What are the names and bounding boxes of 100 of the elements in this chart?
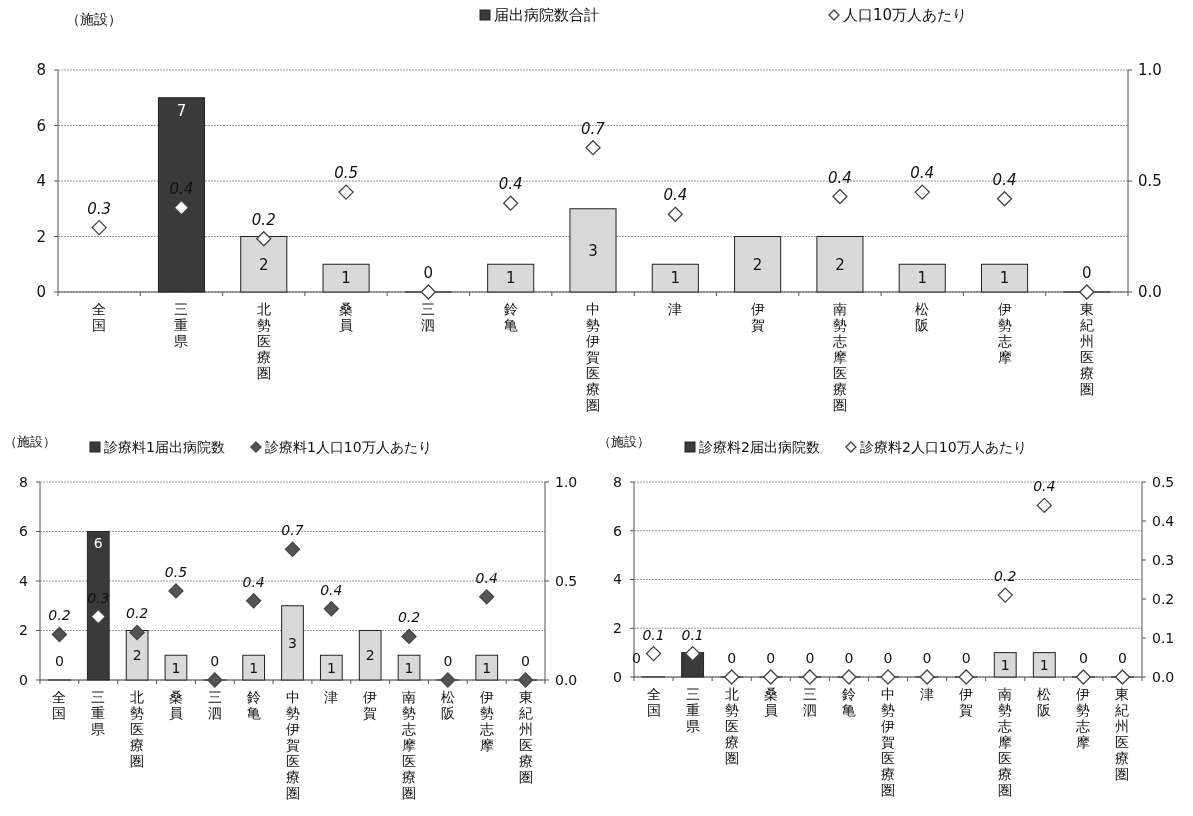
data-label: 6 (93, 535, 103, 552)
data-label: 0 (922, 650, 932, 666)
x-tick-label: 三重県 (174, 301, 189, 349)
data-label: 0.4 (910, 164, 935, 183)
data-label: 1 (999, 269, 1010, 288)
x-tick-label: 伊勢志摩 (1076, 686, 1091, 750)
x-tick-label: 南勢志摩医療圏 (998, 686, 1013, 798)
data-label: 0.4 (663, 186, 688, 205)
data-label: 1 (917, 269, 927, 288)
y2-tick-label: 0.0 (1138, 283, 1162, 302)
data-label: 0.2 (251, 210, 276, 229)
y-tick-label: 4 (613, 571, 623, 588)
data-label: 0 (844, 650, 854, 666)
data-label: 1 (326, 659, 336, 676)
y-tick-label: 2 (36, 227, 46, 246)
data-label: 0 (805, 650, 815, 666)
y2-tick-label: 0.5 (1152, 473, 1175, 490)
data-label: 0.1 (642, 626, 665, 643)
y-tick-label: 4 (36, 172, 46, 191)
data-label: 0 (1118, 650, 1127, 666)
data-label: 0.2 (397, 609, 421, 626)
x-tick-label: 津 (920, 686, 935, 702)
y-tick-label: 8 (36, 61, 46, 80)
x-tick-label: 全国 (92, 301, 107, 333)
x-tick-label: 鈴亀 (841, 686, 856, 718)
y-tick-label: 6 (36, 116, 46, 135)
x-tick-label: 中勢伊賀医療圏 (586, 301, 600, 413)
data-label: 1 (482, 659, 492, 676)
data-label: 0.4 (242, 573, 265, 590)
data-label: 1 (1039, 656, 1049, 673)
data-label: 0.2 (994, 568, 1017, 585)
y-axis-title: （施設） (598, 434, 650, 449)
y2-tick-label: 1.0 (1138, 61, 1162, 80)
x-tick-label: 東紀州医療圏 (1115, 686, 1130, 782)
x-tick-label: 伊賀 (363, 689, 378, 721)
x-tick-label: 伊賀 (959, 686, 974, 718)
data-label: 2 (365, 647, 375, 664)
data-label: 7 (176, 101, 187, 120)
x-tick-label: 東紀州医療圏 (518, 689, 533, 785)
y2-tick-label: 0.3 (1152, 551, 1175, 568)
y2-tick-label: 0.0 (1152, 668, 1175, 685)
x-tick-label: 南勢志摩医療圏 (832, 301, 847, 413)
x-tick-label: 三泗 (802, 686, 817, 718)
x-tick-label: 伊勢志摩 (479, 689, 494, 753)
data-label: 2 (752, 255, 763, 274)
x-tick-label: 鈴亀 (503, 301, 518, 333)
x-tick-label: 伊勢志摩 (997, 301, 1012, 365)
data-label: 0.5 (164, 563, 188, 580)
x-tick-label: 南勢志摩医療圏 (402, 689, 417, 801)
legend-label: 診療料1人口10万人あたり (264, 439, 432, 455)
x-tick-label: 北勢医療圏 (130, 689, 145, 769)
data-label: 3 (288, 634, 297, 651)
data-label: 0.4 (320, 581, 343, 598)
data-label: 0 (423, 264, 434, 282)
data-label: 3 (588, 241, 598, 260)
data-label: 2 (835, 255, 845, 274)
x-tick-label: 鈴亀 (246, 689, 261, 721)
data-label: 2 (259, 255, 269, 274)
data-label: 1 (404, 659, 414, 676)
y-axis-title: （施設） (66, 11, 122, 27)
x-tick-label: 中勢伊賀医療圏 (881, 686, 895, 798)
x-tick-label: 津 (668, 301, 683, 317)
y-tick-label: 4 (19, 572, 29, 589)
y-tick-label: 2 (19, 622, 28, 639)
y2-tick-label: 0.4 (1152, 512, 1175, 529)
data-label: 1 (670, 269, 681, 288)
data-label: 0 (1078, 650, 1088, 666)
data-label: 1 (505, 269, 516, 288)
y-tick-label: 0 (36, 283, 46, 302)
data-label: 0.4 (475, 569, 498, 586)
data-label: 0 (632, 650, 641, 666)
data-label: 0.5 (334, 164, 359, 183)
y2-tick-label: 0.0 (555, 671, 578, 688)
x-tick-label: 全国 (646, 686, 661, 718)
x-tick-label: 三泗 (421, 301, 436, 333)
legend-label: 診療料1届出病院数 (104, 439, 225, 455)
x-tick-label: 中勢伊賀医療圏 (285, 689, 300, 801)
data-label: 0 (210, 653, 220, 669)
y-tick-label: 8 (613, 473, 622, 490)
x-tick-label: 松阪 (915, 301, 930, 333)
y-tick-label: 0 (613, 668, 622, 685)
x-tick-label: 三重県 (91, 689, 106, 737)
data-label: 0.2 (48, 607, 71, 624)
y-tick-label: 6 (19, 523, 29, 540)
data-label: 0.7 (281, 522, 304, 539)
data-label: 0.7 (581, 119, 606, 138)
data-label: 0 (727, 650, 737, 666)
data-label: 1 (341, 269, 351, 288)
y-tick-label: 6 (613, 522, 623, 539)
data-label: 0.2 (125, 605, 149, 622)
legend-label: 届出病院数合計 (494, 6, 599, 24)
y2-tick-label: 0.2 (1152, 590, 1175, 607)
x-tick-label: 北勢医療圏 (724, 686, 739, 766)
data-label: 0.4 (498, 175, 523, 194)
data-label: 0 (766, 650, 776, 666)
data-label: 2 (132, 647, 142, 664)
y2-tick-label: 0.1 (1152, 629, 1175, 646)
x-tick-label: 桑員 (339, 301, 354, 333)
x-tick-label: 津 (324, 689, 339, 705)
data-label: 0.4 (827, 168, 852, 187)
